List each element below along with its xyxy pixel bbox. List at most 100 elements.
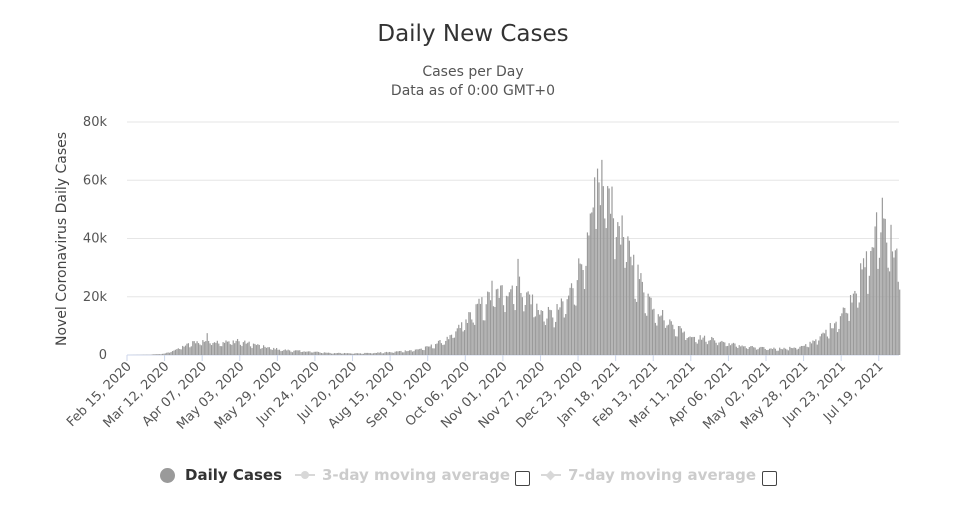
bar[interactable] (322, 353, 324, 355)
bar[interactable] (566, 299, 568, 355)
bar[interactable] (293, 350, 295, 355)
bar[interactable] (388, 351, 390, 355)
bar[interactable] (806, 346, 808, 355)
bar[interactable] (581, 264, 583, 355)
bar[interactable] (861, 269, 863, 355)
bar[interactable] (871, 247, 873, 355)
bar[interactable] (829, 323, 831, 355)
bar[interactable] (657, 314, 659, 355)
bar[interactable] (414, 349, 416, 355)
bar[interactable] (289, 350, 291, 355)
bar[interactable] (239, 344, 242, 355)
bar[interactable] (169, 352, 171, 355)
bar[interactable] (361, 353, 363, 355)
bar[interactable] (277, 349, 279, 355)
bar[interactable] (362, 353, 364, 355)
bar[interactable] (887, 267, 889, 355)
bar[interactable] (356, 353, 359, 355)
bar[interactable] (278, 349, 281, 355)
bar[interactable] (223, 342, 226, 355)
bar[interactable] (754, 347, 756, 355)
bar[interactable] (404, 350, 406, 355)
bar[interactable] (406, 351, 408, 355)
bar[interactable] (679, 326, 681, 355)
bar[interactable] (492, 306, 495, 355)
bar[interactable] (315, 351, 317, 355)
bar[interactable] (380, 352, 382, 355)
bar[interactable] (248, 341, 250, 355)
bar[interactable] (307, 351, 310, 355)
bar[interactable] (309, 351, 311, 355)
bar[interactable] (381, 353, 383, 355)
bar[interactable] (387, 352, 389, 355)
bar[interactable] (352, 353, 354, 355)
bar[interactable] (839, 316, 842, 355)
bar[interactable] (475, 304, 477, 355)
bar[interactable] (229, 344, 231, 355)
bar[interactable] (878, 257, 881, 355)
bar[interactable] (197, 343, 200, 355)
bar[interactable] (702, 337, 704, 355)
bar[interactable] (768, 348, 771, 355)
bar[interactable] (711, 336, 713, 355)
bar[interactable] (260, 348, 262, 355)
bar[interactable] (774, 348, 776, 355)
bar[interactable] (296, 350, 298, 355)
bar[interactable] (393, 352, 395, 355)
bar[interactable] (767, 349, 769, 355)
bar[interactable] (838, 328, 840, 355)
bar[interactable] (456, 328, 458, 355)
bar[interactable] (430, 344, 432, 355)
bar[interactable] (335, 353, 337, 355)
bar[interactable] (368, 353, 370, 355)
bar[interactable] (242, 342, 244, 355)
bar[interactable] (236, 338, 239, 355)
bar[interactable] (573, 304, 576, 355)
bar[interactable] (433, 348, 435, 355)
bar[interactable] (653, 308, 655, 355)
bar[interactable] (676, 336, 678, 355)
bar[interactable] (218, 343, 220, 355)
bar[interactable] (821, 333, 823, 355)
bar[interactable] (818, 340, 820, 355)
bar[interactable] (578, 258, 580, 355)
bar[interactable] (755, 349, 758, 355)
bar[interactable] (443, 344, 445, 355)
bar[interactable] (355, 353, 357, 355)
bar[interactable] (225, 340, 227, 355)
bar[interactable] (688, 337, 690, 355)
bar[interactable] (845, 312, 847, 355)
bar[interactable] (299, 350, 301, 355)
bar[interactable] (411, 351, 414, 355)
bar[interactable] (328, 352, 330, 355)
bar[interactable] (252, 343, 255, 355)
bar[interactable] (515, 285, 518, 355)
bar[interactable] (180, 349, 182, 355)
legend-item-7-day-average[interactable]: 7-day moving average (541, 466, 756, 484)
bar[interactable] (808, 347, 810, 355)
bar[interactable] (372, 353, 375, 355)
bar[interactable] (803, 345, 805, 355)
bar[interactable] (831, 328, 833, 355)
bar[interactable] (894, 250, 896, 355)
bar[interactable] (420, 348, 422, 355)
bar[interactable] (449, 335, 451, 355)
bar[interactable] (294, 350, 296, 355)
bar[interactable] (343, 352, 346, 355)
bar[interactable] (716, 345, 719, 355)
bar[interactable] (184, 345, 187, 355)
bar[interactable] (534, 316, 536, 355)
bar[interactable] (491, 280, 493, 355)
bar[interactable] (611, 186, 613, 355)
bar[interactable] (174, 349, 177, 355)
bar[interactable] (474, 324, 476, 355)
bar[interactable] (514, 310, 516, 355)
bar[interactable] (518, 276, 521, 355)
bar[interactable] (255, 345, 257, 355)
bar[interactable] (254, 343, 256, 355)
bar[interactable] (247, 342, 249, 355)
bar[interactable] (189, 347, 191, 355)
bar[interactable] (432, 348, 434, 355)
bar[interactable] (166, 352, 168, 355)
bar[interactable] (701, 339, 703, 355)
